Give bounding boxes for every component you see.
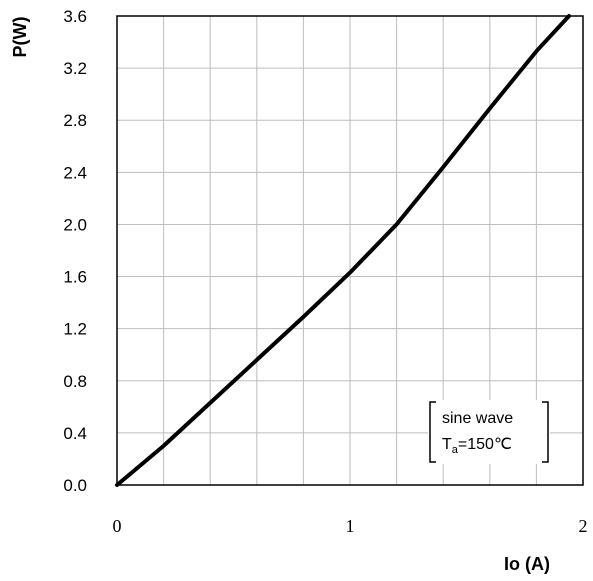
legend-line-2: Ta=150℃: [442, 436, 512, 456]
legend-left-bracket: [429, 401, 436, 463]
y-tick-labels: 0.0 0.4 0.8 1.2 1.6 2.0 2.4 2.8 3.2 3.6: [63, 7, 87, 495]
legend-line-1: sine wave: [442, 410, 513, 427]
x-tick-labels: 0 1 2: [113, 516, 588, 536]
y-tick-label: 1.2: [63, 320, 87, 339]
legend-right-bracket: [542, 401, 549, 463]
y-tick-label: 2.0: [63, 215, 87, 234]
legend-line-2-prefix: T: [442, 436, 452, 453]
series-layer: [115, 14, 571, 487]
x-tick-label: 1: [346, 516, 355, 536]
y-tick-label: 0.0: [63, 476, 87, 495]
y-axis-title: P(W): [10, 17, 30, 58]
y-tick-label: 3.2: [63, 59, 87, 78]
grid: [117, 16, 583, 485]
x-tick-label: 2: [579, 516, 588, 536]
plot-frame: [116, 15, 584, 486]
legend-line-2-subscript: a: [452, 444, 459, 456]
x-axis-title: Io (A): [504, 554, 550, 574]
series-line-1: [115, 14, 571, 487]
legend-background: [428, 400, 550, 464]
legend-line-2-suffix: =150℃: [458, 436, 512, 453]
y-tick-label: 3.6: [63, 7, 87, 26]
x-tick-label: 0: [113, 516, 122, 536]
legend: sine wave Ta=150℃: [428, 400, 550, 464]
y-tick-label: 0.4: [63, 424, 87, 443]
y-tick-label: 2.8: [63, 111, 87, 130]
y-tick-label: 1.6: [63, 268, 87, 287]
y-tick-label: 2.4: [63, 163, 87, 182]
y-tick-label: 0.8: [63, 372, 87, 391]
